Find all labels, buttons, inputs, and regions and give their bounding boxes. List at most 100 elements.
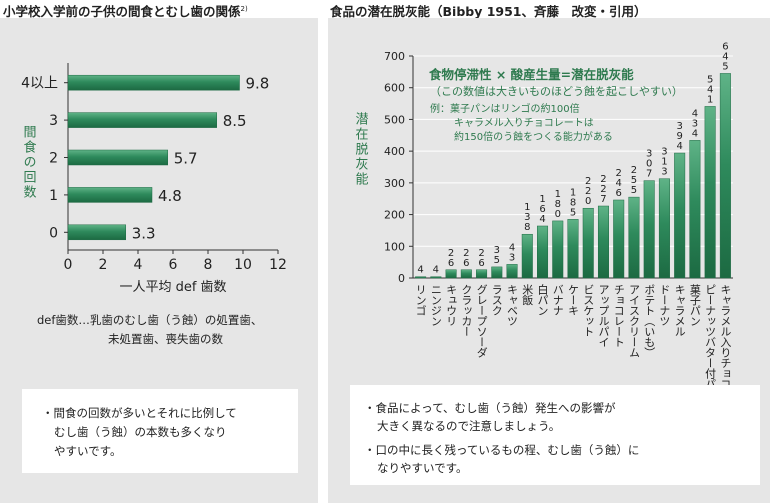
y-tick-label: 0 xyxy=(398,272,405,285)
data-label: 0 xyxy=(555,209,561,220)
x-tick-label: ケーキ xyxy=(567,284,580,316)
def-note-2: 未処置歯、喪失歯の数 xyxy=(108,332,223,346)
y-tick-label: 3 xyxy=(49,113,58,129)
data-label: 1 xyxy=(707,94,713,105)
y-tick-label: 0 xyxy=(49,225,58,241)
left-note-line-3: やすいです。 xyxy=(54,444,122,458)
annotation-example-1: 例：菓子パンはリンゴの約100倍 xyxy=(430,102,580,115)
data-label: 4 xyxy=(722,51,728,62)
data-label: 8 xyxy=(555,199,561,210)
data-label: 3.3 xyxy=(132,224,156,242)
data-label: 9 xyxy=(676,131,682,142)
x-tick-label: 6 xyxy=(169,257,178,273)
data-label: 0 xyxy=(646,159,652,170)
data-label: 4 xyxy=(676,141,682,152)
x-tick-label: 8 xyxy=(204,257,213,273)
bar xyxy=(582,207,594,279)
right-note-line-1: ・食品によって、むし歯（う蝕）発生への影響が xyxy=(364,401,616,415)
data-label: 0 xyxy=(585,196,591,207)
left-note-box: ・間食の回数が多いとそれに比例して むし歯（う蝕）の本数も多くなり やすいです。 xyxy=(22,389,298,473)
data-label: 7 xyxy=(600,194,606,205)
data-label: 4 xyxy=(616,178,622,189)
x-tick-label: 菓子パン xyxy=(688,284,701,326)
data-label: 4.8 xyxy=(158,187,182,205)
x-axis-label: 一人平均 def 歯数 xyxy=(119,280,226,295)
data-label: 8 xyxy=(524,222,530,233)
data-label: 3 xyxy=(494,245,500,256)
data-label: 5.7 xyxy=(174,150,198,168)
x-tick-label: 12 xyxy=(269,257,287,273)
x-tick-label: 白パン xyxy=(536,283,549,316)
left-title-sup: 2) xyxy=(240,4,248,13)
data-label: 3 xyxy=(676,121,682,132)
data-label: 3 xyxy=(661,147,667,158)
bar xyxy=(476,269,488,279)
data-label: 2 xyxy=(463,248,469,259)
y-tick-label: 500 xyxy=(384,113,405,126)
data-label: 8.5 xyxy=(223,112,247,130)
data-label: 4 xyxy=(692,128,698,139)
bar xyxy=(719,73,731,279)
data-label: 2 xyxy=(448,248,454,259)
x-tick-label: 4 xyxy=(134,257,143,273)
bar xyxy=(552,220,564,279)
annotation-headline: 食物停滞性 × 酸産生量=潜在脱灰能 xyxy=(428,67,634,82)
data-label: 6 xyxy=(539,204,545,215)
x-tick-label: ビスケット xyxy=(582,284,595,337)
bar xyxy=(658,178,670,279)
data-label: 7 xyxy=(646,169,652,180)
x-tick-label: ニンジン xyxy=(429,284,442,326)
x-tick-label: キャラメル xyxy=(673,284,686,337)
left-chart: 0 2 4 6 8 10 12 0 3.3 1 4.8 2 5.7 3 8.5 4以上 9.8 一人平均 def … xyxy=(21,63,287,295)
x-tick-label: アイスクリーム xyxy=(627,284,640,358)
y-tick-label: 2 xyxy=(49,151,58,167)
x-tick-label: 0 xyxy=(64,257,73,273)
annotation-subline: （この数値は大きいものほどう蝕を起こしやすい） xyxy=(430,84,683,98)
y-axis-label: 間食の回数 xyxy=(21,125,37,200)
def-note-1: def歯数…乳歯のむし歯（う蝕）の処置歯、 xyxy=(37,313,263,327)
data-label: 4 xyxy=(539,214,545,225)
y-tick-label: 700 xyxy=(384,50,405,63)
data-label: 4 xyxy=(509,242,515,253)
x-tick-label: リンゴ xyxy=(414,284,427,316)
x-tick-label: 10 xyxy=(234,257,252,273)
y-tick-label: 600 xyxy=(384,82,405,95)
data-label: 2 xyxy=(585,186,591,197)
data-label: 5 xyxy=(631,175,637,186)
data-label: 5 xyxy=(494,255,500,266)
x-tick-label: アップルパイ xyxy=(597,284,610,347)
x-tick-label: ピーナッツバター付パン xyxy=(704,284,717,400)
data-label: 6 xyxy=(478,258,484,269)
x-tick-label: ポテト（いも） xyxy=(643,284,656,358)
data-label: 4 xyxy=(417,265,423,276)
bar xyxy=(460,269,472,279)
data-label: 6 xyxy=(448,258,454,269)
data-label: 3 xyxy=(661,167,667,178)
y-tick-label: 100 xyxy=(384,240,405,253)
x-tick-label: チョコレート xyxy=(612,284,625,347)
data-label: 1 xyxy=(661,157,667,168)
data-label: 6 xyxy=(616,188,622,199)
x-tick-label: ドーナツ xyxy=(658,284,671,326)
data-label: 2 xyxy=(585,176,591,187)
bar xyxy=(597,205,609,279)
data-label: 3 xyxy=(692,118,698,129)
data-label: 1 xyxy=(570,187,576,198)
data-label: 8 xyxy=(570,197,576,208)
bar xyxy=(704,106,716,279)
right-note-line-2: 大きく異なるので注意しましょう。 xyxy=(377,419,561,433)
data-label: 2 xyxy=(616,168,622,179)
x-tick-label: キュウリ xyxy=(445,284,458,326)
annotation-example-3: 約150倍のう蝕をつくる能力がある xyxy=(454,130,613,143)
y-axis-label: 潜在脱灰能 xyxy=(353,112,369,187)
data-label: 1 xyxy=(555,189,561,200)
bar xyxy=(674,152,686,279)
annotation-example-2: キャラメル入りチョコレートは xyxy=(454,117,594,129)
data-label: 9.8 xyxy=(246,75,270,93)
right-note-box: ・食品によって、むし歯（う蝕）発生への影響が 大きく異なるので注意しましょう。 … xyxy=(350,385,760,485)
bar xyxy=(521,233,533,279)
data-label: 2 xyxy=(631,165,637,176)
x-tick-label: グレープソーダ xyxy=(475,284,488,358)
data-label: 6 xyxy=(722,41,728,52)
data-label: 2 xyxy=(478,248,484,259)
